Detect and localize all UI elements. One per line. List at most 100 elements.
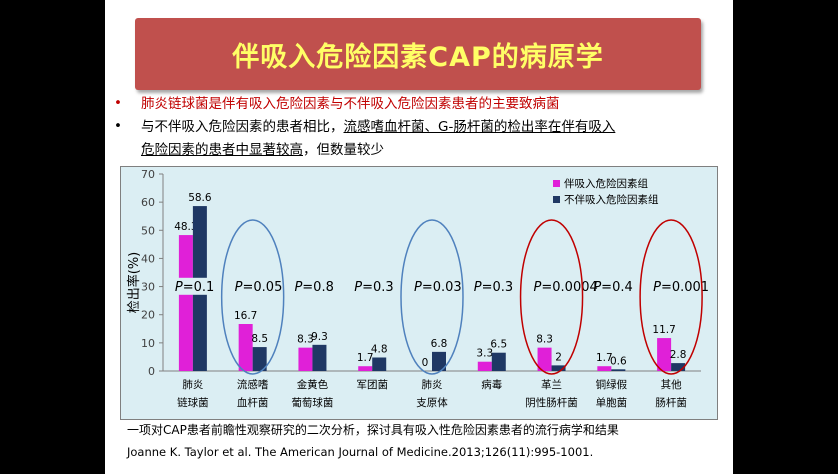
- title-banner: 伴吸入危险因素CAP的病原学: [135, 18, 701, 90]
- p-value: =0.3: [362, 280, 394, 295]
- data-label: 1.7: [357, 352, 374, 364]
- bullet-text-1: 肺炎链球菌是伴有吸入危险因素与不伴吸入危险因素患者的主要致病菌: [141, 96, 560, 112]
- p-value: =0.0004: [541, 280, 597, 295]
- data-label: 48.3: [174, 221, 197, 233]
- bar: [312, 344, 327, 371]
- bullet-text-underlined: 危险因素的患者中显著较高: [141, 142, 303, 158]
- category-label: 单胞菌: [596, 397, 628, 409]
- data-label: 2: [555, 351, 562, 363]
- bullet-text-segment: 与不伴吸入危险因素的患者相比，: [141, 119, 344, 135]
- data-label: 3.3: [476, 348, 493, 360]
- bar: [432, 351, 446, 371]
- p-value-label: P=0.03: [414, 280, 462, 295]
- bullet-text-underlined: 流感嗜血杆菌、G-肠杆菌的检出率在伴有吸入: [343, 119, 616, 135]
- bar: [491, 352, 506, 371]
- category-label: 血杆菌: [237, 396, 269, 409]
- data-label: 6.5: [490, 339, 507, 351]
- bar: [372, 357, 387, 371]
- category-label: 病毒: [481, 378, 502, 391]
- bar: [252, 347, 267, 371]
- category-label: 流感嗜: [237, 378, 269, 391]
- data-label: 2.8: [670, 349, 687, 361]
- bullet-marker: •: [114, 95, 122, 111]
- bar: [238, 324, 253, 371]
- category-label: 铜绿假: [596, 378, 628, 391]
- p-value-label: P=0.3: [354, 280, 393, 295]
- p-symbol: P: [474, 280, 482, 295]
- category-label: 肠杆菌: [655, 396, 687, 409]
- p-symbol: P: [175, 280, 183, 295]
- highlight-ellipse-red: [519, 219, 584, 375]
- p-value: =0.8: [302, 280, 334, 295]
- data-label: 1.7: [596, 352, 613, 364]
- p-symbol: P: [534, 280, 542, 295]
- bullet-text-segment: ，但数量较少: [303, 142, 384, 158]
- citation: Joanne K. Taylor et al. The American Jou…: [127, 445, 594, 459]
- bar: [358, 366, 373, 371]
- p-symbol: P: [414, 280, 422, 295]
- footnote: 一项对CAP患者前瞻性观察研究的二次分析，探讨具有吸入性危险因素患者的流行病学和…: [127, 423, 619, 437]
- data-label: 8.5: [251, 333, 268, 345]
- data-label: 9.3: [311, 331, 328, 343]
- legend-swatch: [553, 180, 560, 187]
- y-tick-label: 70: [141, 168, 155, 181]
- p-value: =0.001: [661, 280, 709, 295]
- y-tick-label: 20: [141, 309, 155, 322]
- data-label: 8.3: [297, 334, 314, 346]
- legend-swatch: [553, 196, 560, 203]
- category-label: 其他: [661, 378, 682, 391]
- highlight-ellipse-red: [639, 219, 703, 375]
- bar: [597, 366, 612, 371]
- data-label: 8.3: [536, 334, 553, 346]
- bullet-text-2: 与不伴吸入危险因素的患者相比，流感嗜血杆菌、G-肠杆菌的检出率在伴有吸入 危险因…: [141, 116, 716, 162]
- category-label: 军团菌: [356, 379, 388, 391]
- y-tick-label: 50: [141, 224, 155, 237]
- bar: [611, 369, 626, 371]
- bar: [298, 347, 313, 371]
- data-label: 0.6: [610, 355, 627, 367]
- category-label: 革兰: [541, 378, 562, 391]
- data-label: 6.8: [431, 338, 448, 350]
- p-value: =0.05: [243, 280, 283, 295]
- category-label: 阴性肠杆菌: [525, 396, 578, 409]
- data-label: 11.7: [652, 324, 675, 336]
- p-value-label: P=0.3: [474, 280, 513, 295]
- bar: [551, 365, 566, 371]
- p-symbol: P: [653, 280, 661, 295]
- category-label: 肺炎: [182, 379, 203, 391]
- p-symbol: P: [294, 280, 302, 295]
- p-value: =0.1: [183, 280, 215, 295]
- highlight-ellipse-blue: [400, 219, 464, 375]
- data-label: 16.7: [234, 310, 257, 322]
- legend-label: 不伴吸入危险因素组: [564, 193, 659, 206]
- p-value: =0.4: [601, 280, 633, 295]
- bar: [671, 363, 686, 371]
- p-value-label: P=0.1: [175, 280, 214, 295]
- bar-chart: 010203040506070检出率(%)48.358.6肺炎链球菌16.78.…: [126, 168, 709, 409]
- p-symbol: P: [354, 280, 362, 295]
- y-tick-label: 40: [141, 252, 155, 265]
- p-value: =0.3: [482, 280, 514, 295]
- category-label: 支原体: [416, 397, 448, 409]
- p-value-label: P=0.05: [235, 280, 283, 295]
- y-tick-label: 0: [148, 365, 155, 378]
- p-value-label: P=0.4: [593, 280, 632, 295]
- p-value-label: P=0.8: [294, 280, 333, 295]
- legend-label: 伴吸入危险因素组: [564, 177, 648, 190]
- bar: [537, 347, 552, 371]
- p-symbol: P: [593, 280, 601, 295]
- category-label: 金黄色: [297, 378, 329, 391]
- data-label: 0: [422, 357, 429, 369]
- bar: [477, 361, 492, 371]
- p-label-backdrop: [172, 277, 217, 295]
- p-value: =0.03: [422, 280, 462, 295]
- category-label: 葡萄球菌: [291, 396, 333, 409]
- p-value-label: P=0.001: [653, 280, 709, 295]
- category-label: 肺炎: [422, 379, 443, 391]
- slide: 伴吸入危险因素CAP的病原学 • 肺炎链球菌是伴有吸入危险因素与不伴吸入危险因素…: [105, 0, 733, 474]
- y-tick-label: 10: [141, 337, 155, 350]
- p-value-label: P=0.0004: [534, 280, 598, 295]
- y-tick-label: 60: [141, 196, 155, 209]
- data-label: 58.6: [188, 192, 212, 204]
- y-axis-label: 检出率(%): [126, 252, 142, 314]
